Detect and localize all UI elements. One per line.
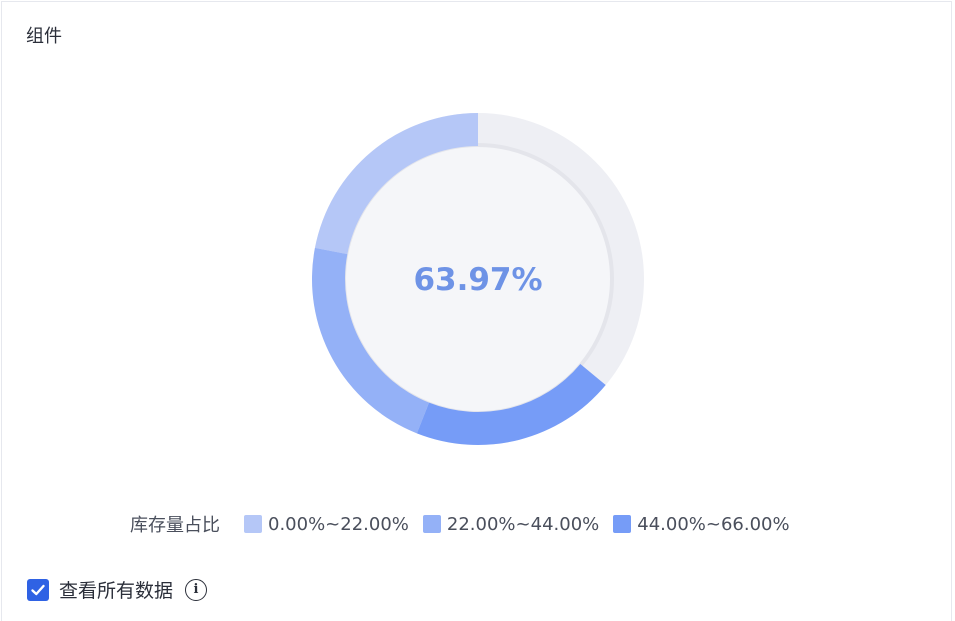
legend-swatch-band-1 [244, 515, 262, 533]
check-icon [31, 584, 45, 595]
legend-item-band-3[interactable]: 44.00%~66.00% [613, 513, 790, 535]
show-all-data-checkbox[interactable] [27, 578, 49, 601]
donut-segment-band-2[interactable] [311, 247, 430, 434]
panel-title: 组件 [26, 26, 62, 47]
donut-center-value: 63.97% [413, 262, 542, 298]
legend-label-band-1: 0.00%~22.00% [268, 513, 409, 535]
legend-label-band-2: 22.00%~44.00% [446, 513, 600, 535]
donut-inner-disc [345, 146, 611, 412]
show-all-data-label: 查看所有数据 [59, 580, 174, 602]
donut-chart-svg: 63.97% [311, 113, 644, 445]
donut-chart: 63.97% [311, 113, 644, 445]
show-all-data-option: 查看所有数据 i [27, 576, 208, 603]
legend-title: 库存量占比 [130, 515, 220, 536]
chart-legend: 库存量占比 0.00%~22.00% 22.00%~44.00% 44.00%~… [130, 511, 790, 537]
legend-item-band-1[interactable]: 0.00%~22.00% [244, 514, 409, 535]
donut-segment-band-1[interactable] [314, 113, 478, 255]
legend-swatch-band-3 [613, 515, 632, 533]
info-icon[interactable]: i [185, 578, 208, 601]
legend-item-band-2[interactable]: 22.00%~44.00% [422, 513, 600, 535]
legend-label-band-3: 44.00%~66.00% [637, 513, 790, 535]
legend-swatch-band-2 [422, 515, 441, 533]
donut-segment-band-3[interactable] [416, 363, 606, 445]
